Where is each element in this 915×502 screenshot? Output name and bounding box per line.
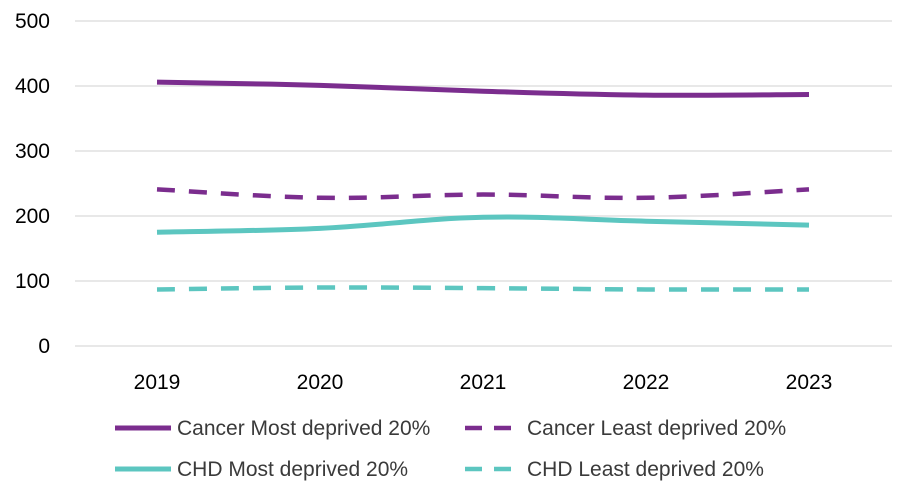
- x-tick-label: 2019: [134, 371, 181, 394]
- legend-label: CHD Least deprived 20%: [527, 458, 764, 481]
- legend: Cancer Most deprived 20% Cancer Least dep…: [115, 417, 786, 481]
- x-tick-label: 2021: [460, 371, 507, 394]
- series-line-chd-most-deprived-20: [156, 214, 810, 235]
- y-tick-label: 300: [15, 140, 50, 163]
- legend-label: Cancer Most deprived 20%: [177, 417, 430, 440]
- legend-label: Cancer Least deprived 20%: [527, 417, 786, 440]
- series-line-cancer-least-deprived-20: [156, 187, 810, 201]
- series-line-cancer-most-deprived-20: [156, 79, 810, 98]
- y-tick-label: 100: [15, 270, 50, 293]
- y-tick-label: 0: [38, 335, 50, 358]
- y-axis-tick-labels: 0 100 200 300 400 500: [15, 10, 50, 358]
- legend-label: CHD Most deprived 20%: [177, 458, 408, 481]
- gridlines: [75, 20, 892, 347]
- series-line-chd-least-deprived-20: [156, 285, 810, 292]
- y-tick-label: 400: [15, 75, 50, 98]
- y-tick-label: 200: [15, 205, 50, 228]
- series-lines: [156, 79, 810, 292]
- x-tick-label: 2022: [623, 371, 670, 394]
- x-tick-label: 2023: [786, 371, 833, 394]
- x-tick-label: 2020: [297, 371, 344, 394]
- y-tick-label: 500: [15, 10, 50, 33]
- x-axis-tick-labels: 2019 2020 2021 2022 2023: [134, 371, 833, 394]
